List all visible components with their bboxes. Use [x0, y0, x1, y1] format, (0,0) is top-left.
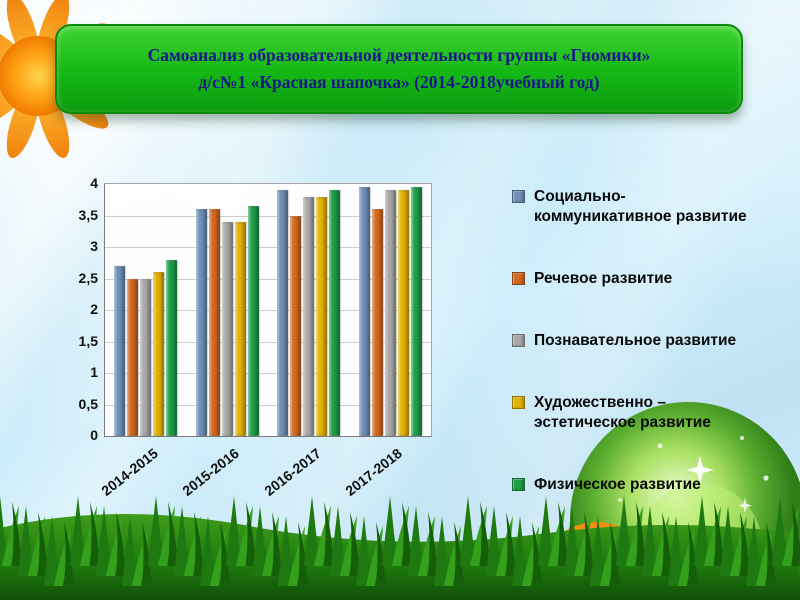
bar-1-4	[153, 272, 165, 436]
bar-2-3	[221, 221, 233, 436]
slide-title: Самоанализ образовательной деятельности …	[55, 24, 743, 114]
bar-4-3	[384, 190, 396, 436]
y-tick-label: 0	[90, 427, 98, 443]
legend-label: Познавательное развитие	[534, 331, 737, 349]
bar-1-1	[114, 265, 126, 436]
x-tick-label: 2017-2018	[342, 445, 406, 499]
bar-3-3	[303, 196, 315, 436]
bar-3-5	[329, 190, 341, 436]
y-tick-label: 0,5	[78, 395, 98, 412]
legend-label: Социально-коммуникативное развитие	[534, 188, 747, 226]
legend-swatch	[512, 477, 525, 491]
bar-3-4	[316, 196, 328, 436]
bar-4-2	[371, 209, 383, 436]
y-tick-label: 1,5	[78, 332, 98, 349]
y-tick-label: 1	[90, 364, 98, 380]
legend-swatch	[512, 333, 525, 347]
bar-1-2	[127, 278, 139, 436]
legend-item: Физическое развитие	[512, 475, 754, 495]
legend-swatch	[512, 190, 525, 203]
bar-4-4	[397, 190, 409, 436]
legend-item: Социально-коммуникативное развитие	[512, 187, 754, 227]
x-tick-label: 2014-2015	[97, 445, 161, 499]
bar-2-1	[195, 209, 207, 436]
legend-item: Познавательное развитие	[512, 331, 754, 351]
bar-3-2	[290, 215, 302, 436]
slide-title-line1: Самоанализ образовательной деятельности …	[147, 44, 651, 65]
slide-title-line2: д/с№1 «Красная шапочка» (2014-2018учебны…	[198, 72, 600, 92]
legend-swatch	[512, 395, 525, 409]
y-tick-label: 2,5	[78, 269, 98, 286]
legend-item: Художественно – эстетическое развитие	[512, 393, 754, 433]
legend-swatch	[512, 272, 525, 286]
y-tick-label: 4	[90, 175, 98, 191]
x-tick-label: 2015-2016	[179, 445, 243, 499]
sparkle-icon	[618, 436, 769, 513]
y-tick-label: 3	[90, 238, 98, 254]
x-tick-label: 2016-2017	[260, 445, 324, 499]
plot-area	[104, 183, 432, 437]
y-tick-label: 3,5	[78, 206, 98, 223]
bar-chart: Социально-коммуникативное развитие Речево…	[60, 173, 760, 543]
bar-4-5	[410, 187, 422, 436]
bar-1-5	[166, 259, 178, 436]
legend-item: Речевое развитие	[512, 269, 754, 289]
chart-legend: Социально-коммуникативное развитие Речево…	[512, 187, 754, 495]
bar-2-5	[247, 206, 259, 436]
legend-label: Физическое развитие	[534, 475, 701, 493]
bar-4-1	[358, 187, 370, 436]
bar-2-4	[234, 221, 246, 436]
bar-2-2	[208, 209, 220, 436]
grass-decoration	[0, 496, 800, 600]
legend-label: Художественно – эстетическое развитие	[534, 393, 711, 431]
y-tick-label: 2	[90, 301, 98, 317]
bar-1-3	[140, 278, 152, 436]
legend-label: Речевое развитие	[534, 270, 673, 288]
bar-3-1	[277, 190, 289, 436]
